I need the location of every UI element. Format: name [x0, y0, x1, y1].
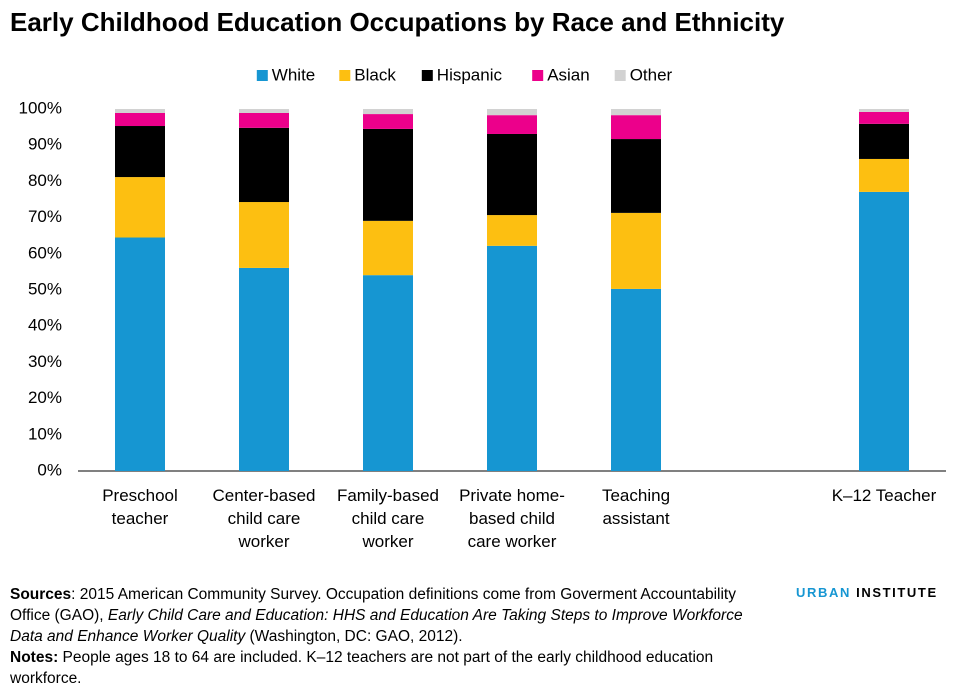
x-tick-label: Private home-based child care worker: [459, 486, 565, 551]
brand-urban: URBAN: [796, 585, 851, 600]
bar-segment: [859, 111, 909, 124]
y-tick-label: 100%: [19, 98, 62, 117]
bar-segment: [363, 275, 413, 471]
legend-swatch: [532, 70, 544, 81]
bar-segment: [611, 115, 661, 140]
bar-segment: [487, 215, 537, 246]
legend-label: Asian: [547, 65, 590, 84]
legend-label: White: [272, 65, 315, 84]
legend-label: Other: [630, 65, 673, 84]
legend-label: Hispanic: [437, 65, 503, 84]
sources-label: Sources: [10, 586, 72, 603]
legend-swatch: [614, 70, 626, 81]
y-tick-label: 70%: [28, 207, 62, 226]
legend-label: Black: [354, 65, 396, 84]
x-tick-label: Family-based child care worker: [337, 486, 439, 551]
bar-segment: [239, 267, 289, 471]
bar-segment: [115, 177, 165, 238]
bar-segment: [239, 127, 289, 203]
y-tick-label: 0%: [37, 460, 62, 479]
x-tick-label: Teaching assistant: [602, 486, 670, 528]
legend-swatch: [421, 70, 433, 81]
y-tick-label: 90%: [28, 135, 62, 154]
chart: Early Childhood Education Occupations by…: [10, 7, 946, 551]
x-tick-label: Center-based child care worker: [212, 486, 315, 551]
bar-segment: [487, 133, 537, 216]
bar-segment: [611, 212, 661, 289]
bar-segment: [239, 109, 289, 113]
sources-text: (Washington, DC: GAO, 2012).: [245, 628, 463, 645]
notes-text: People ages 18 to 64 are included. K–12 …: [10, 649, 714, 687]
bar-segment: [487, 115, 537, 134]
legend: White Black Hispanic Asian Other: [256, 65, 673, 84]
bar-segment: [487, 109, 537, 116]
bar-segment: [363, 220, 413, 276]
bar-segment: [115, 237, 165, 471]
y-tick-label: 60%: [28, 243, 62, 262]
legend-swatch: [256, 70, 268, 81]
y-tick-label: 20%: [28, 388, 62, 407]
sources-title: Early Child Care and Education: HHS and …: [10, 607, 743, 645]
bar-segment: [363, 109, 413, 115]
y-tick-label: 80%: [28, 171, 62, 190]
bar-segment: [611, 109, 661, 116]
footer: Sources: 2015 American Community Survey.…: [10, 584, 750, 689]
bar-segment: [859, 191, 909, 471]
legend-swatch: [339, 70, 351, 81]
bar-segment: [363, 128, 413, 221]
bar-segment: [115, 112, 165, 127]
y-tick-label: 30%: [28, 352, 62, 371]
x-tick-label: Preschool teacher: [102, 486, 178, 528]
bar-segment: [487, 245, 537, 471]
notes-label: Notes:: [10, 649, 59, 666]
bar-segment: [611, 139, 661, 213]
brand-institute: INSTITUTE: [856, 585, 938, 600]
sources: Sources: 2015 American Community Survey.…: [10, 584, 750, 647]
bar-segment: [859, 123, 909, 159]
y-tick-label: 50%: [28, 279, 62, 298]
brand: URBAN INSTITUTE: [796, 585, 938, 600]
bar-segment: [115, 109, 165, 113]
notes: Notes: People ages 18 to 64 are included…: [10, 647, 750, 689]
x-tick-label: K–12 Teacher: [832, 486, 937, 505]
bar-segment: [115, 126, 165, 178]
bar-segment: [611, 288, 661, 471]
bar-segment: [859, 158, 909, 192]
bar-segment: [363, 114, 413, 129]
chart-title: Early Childhood Education Occupations by…: [10, 7, 785, 37]
y-tick-label: 10%: [28, 424, 62, 443]
bar-segment: [859, 109, 909, 112]
bar-segment: [239, 202, 289, 268]
bar-segment: [239, 112, 289, 128]
y-tick-label: 40%: [28, 316, 62, 335]
sources-text: : 2015 American Community Survey. Occupa…: [10, 586, 736, 624]
